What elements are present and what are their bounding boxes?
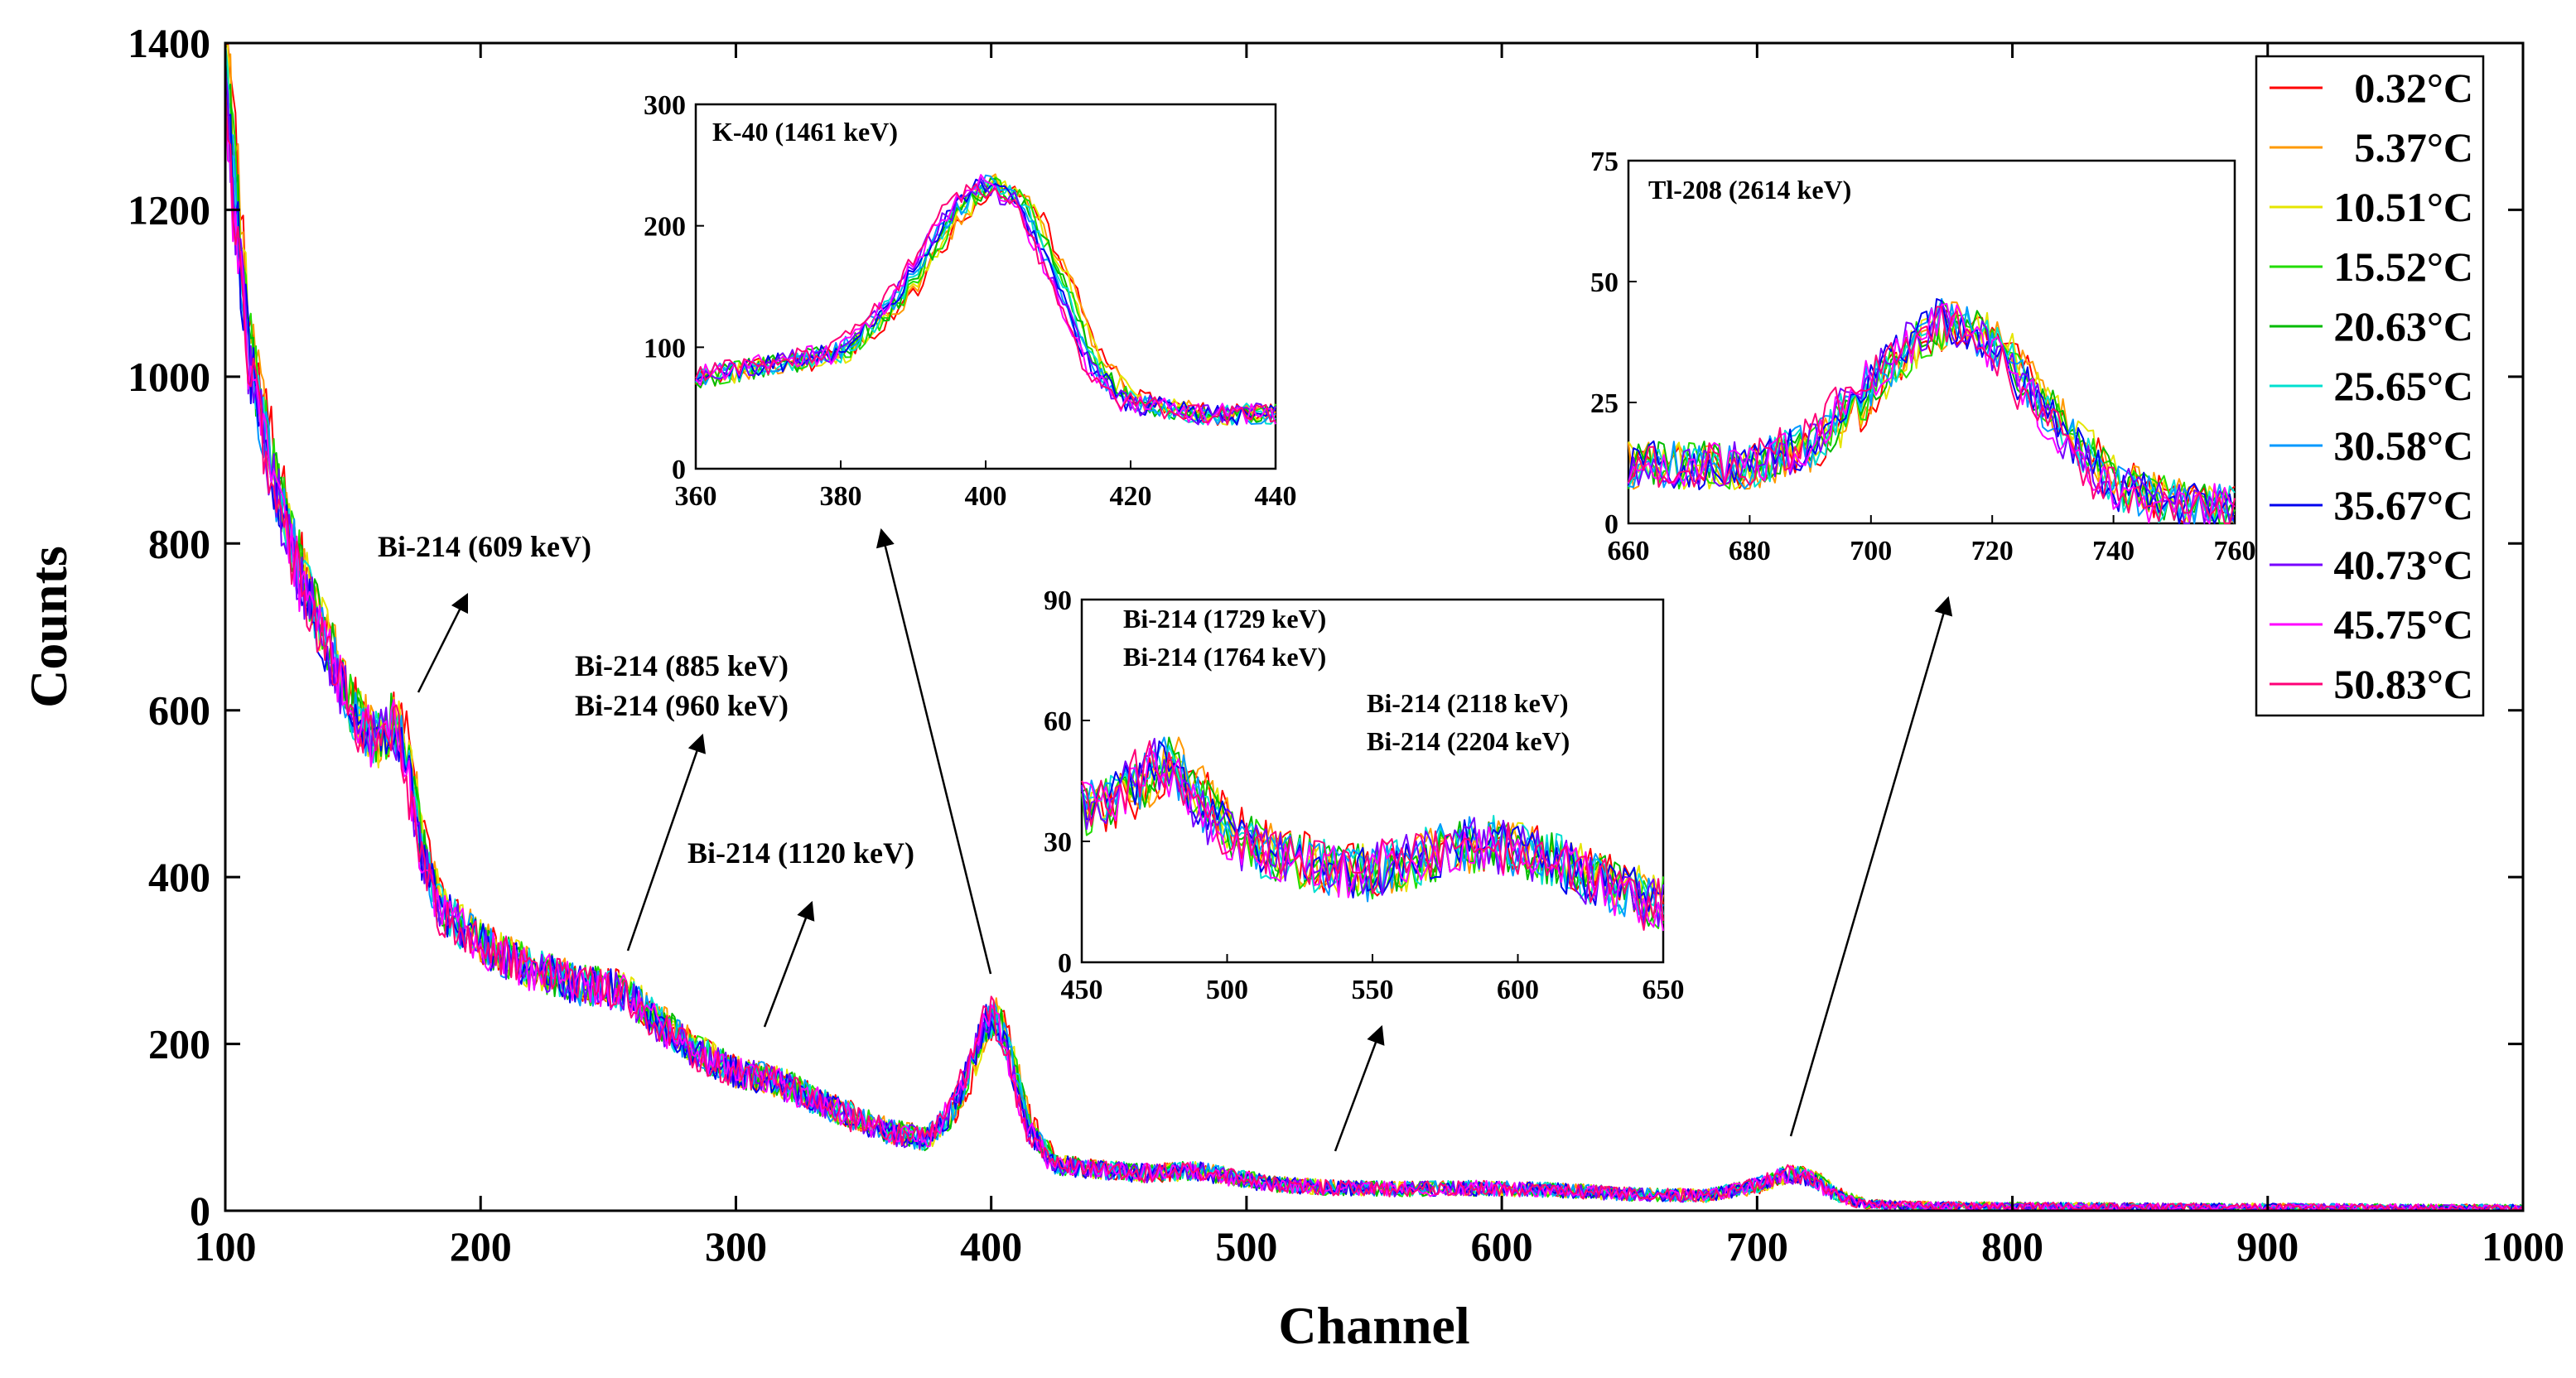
series-line-45.75°C <box>224 77 2524 1212</box>
inset-series-line-45.75°C <box>1628 302 2236 524</box>
inset-x-tick-label: 440 <box>1255 481 1297 512</box>
inset-bi214-arrow <box>1334 1024 1385 1152</box>
inset-bi214-label-2118: Bi-214 (2118 keV) <box>1367 688 1569 718</box>
inset-y-tick-label: 200 <box>644 212 686 243</box>
inset-series-line-50.83°C <box>1081 740 1664 931</box>
inset-bi214-panel: 450 500 550 600 650 0 30 60 90 Bi-214 (1729 keV)… <box>1044 585 1685 1005</box>
y-tick-label: 600 <box>148 687 210 734</box>
inset-k40-arrow <box>876 528 992 975</box>
legend-label: 5.37°C <box>2354 124 2473 171</box>
y-tick-label: 0 <box>190 1188 210 1234</box>
inset-x-tick-label: 650 <box>1643 975 1685 1005</box>
inset-y-tick-label: 30 <box>1044 827 1072 858</box>
y-tick-label: 200 <box>148 1021 210 1067</box>
inset-series-line-40.73°C <box>1081 738 1664 928</box>
y-axis-title: Counts <box>19 546 78 708</box>
legend-label: 0.32°C <box>2354 65 2473 111</box>
annotation-bi214-885: Bi-214 (885 keV) <box>575 649 789 682</box>
inset-x-tick-label: 660 <box>1608 536 1650 566</box>
main-x-axis: 100 200 300 400 500 600 700 800 900 1000 <box>195 43 2564 1270</box>
x-tick-label: 600 <box>1471 1223 1533 1270</box>
annotation-arrow-609 <box>417 592 469 693</box>
legend-label: 20.63°C <box>2333 303 2473 349</box>
x-tick-label: 200 <box>450 1223 512 1270</box>
inset-x-tick-label: 450 <box>1061 975 1103 1005</box>
inset-bi214-label-1764: Bi-214 (1764 keV) <box>1123 642 1326 672</box>
inset-series-line-50.83°C <box>1628 306 2236 524</box>
inset-k40-panel: 360 380 400 420 440 0 100 200 300 K-40 (1461 keV… <box>644 90 1297 512</box>
inset-bi214-label-1729: Bi-214 (1729 keV) <box>1123 604 1326 634</box>
inset-x-tick-label: 380 <box>820 481 862 512</box>
annotation-bi214-1120: Bi-214 (1120 keV) <box>687 836 914 870</box>
x-axis-title: Channel <box>1278 1296 1469 1355</box>
inset-series-line-0.32°C <box>695 173 1276 426</box>
inset-x-tick-label: 400 <box>965 481 1007 512</box>
inset-x-tick-label: 760 <box>2214 536 2256 566</box>
series-line-50.83°C <box>224 86 2524 1212</box>
inset-x-tick-label: 550 <box>1352 975 1394 1005</box>
x-tick-label: 700 <box>1726 1223 1788 1270</box>
inset-y-tick-label: 60 <box>1044 706 1072 737</box>
inset-k40-label: K-40 (1461 keV) <box>712 117 898 147</box>
inset-y-tick-label: 0 <box>1604 509 1618 540</box>
annotation-arrow-885 <box>626 733 707 952</box>
inset-y-tick-label: 100 <box>644 333 686 364</box>
inset-series-line-40.73°C <box>1628 301 2236 524</box>
inset-bi214-label-2204: Bi-214 (2204 keV) <box>1367 726 1570 756</box>
inset-series-line-15.52°C <box>1628 314 2236 524</box>
inset-tl208-label: Tl-208 (2614 keV) <box>1648 175 1851 205</box>
inset-series-line-45.75°C <box>1081 747 1664 932</box>
inset-y-tick-label: 50 <box>1590 267 1618 298</box>
legend-label: 30.58°C <box>2333 422 2473 469</box>
x-tick-label: 900 <box>2236 1223 2299 1270</box>
x-tick-label: 100 <box>195 1223 257 1270</box>
annotation-arrow-1120 <box>763 900 815 1028</box>
y-tick-label: 1000 <box>128 354 210 400</box>
legend: 0.32°C 5.37°C 10.51°C 15.52°C 20.63°C 25.65°C… <box>2255 55 2485 717</box>
legend-label: 25.65°C <box>2333 363 2473 409</box>
y-tick-label: 1200 <box>128 186 210 233</box>
inset-x-tick-label: 720 <box>1971 536 2014 566</box>
inset-series-line-50.83°C <box>695 183 1276 426</box>
inset-y-tick-label: 0 <box>1058 948 1072 979</box>
inset-x-tick-label: 740 <box>2092 536 2135 566</box>
x-tick-label: 500 <box>1215 1223 1277 1270</box>
inset-x-tick-label: 500 <box>1206 975 1248 1005</box>
legend-label: 50.83°C <box>2333 661 2473 707</box>
x-tick-label: 800 <box>1981 1223 2043 1270</box>
y-tick-label: 400 <box>148 854 210 900</box>
inset-x-tick-label: 420 <box>1110 481 1152 512</box>
legend-label: 15.52°C <box>2333 243 2473 290</box>
inset-series-line-45.75°C <box>695 174 1276 426</box>
inset-x-tick-label: 700 <box>1850 536 1892 566</box>
annotation-bi214-960: Bi-214 (960 keV) <box>575 689 789 722</box>
legend-label: 10.51°C <box>2333 184 2473 230</box>
inset-y-tick-label: 75 <box>1590 147 1618 177</box>
legend-label: 35.67°C <box>2333 482 2473 528</box>
inset-x-tick-label: 600 <box>1497 975 1539 1005</box>
inset-x-tick-label: 360 <box>675 481 717 512</box>
inset-y-tick-label: 0 <box>672 455 686 485</box>
inset-y-tick-label: 300 <box>644 90 686 121</box>
inset-x-tick-label: 680 <box>1729 536 1771 566</box>
y-tick-label: 800 <box>148 520 210 566</box>
legend-label: 45.75°C <box>2333 601 2473 648</box>
inset-tl208-arrow <box>1789 595 1953 1137</box>
annotation-bi214-609: Bi-214 (609 keV) <box>378 530 591 563</box>
x-tick-label: 300 <box>705 1223 767 1270</box>
x-tick-label: 1000 <box>2482 1223 2564 1270</box>
main-series-lines <box>224 42 2524 1212</box>
main-plot-frame <box>224 41 2525 1212</box>
x-tick-label: 400 <box>960 1223 1022 1270</box>
y-tick-label: 1400 <box>128 20 210 66</box>
inset-tl208-panel: 660 680 700 720 740 760 0 25 50 75 Tl-208 (2614 k… <box>1590 147 2256 566</box>
inset-y-tick-label: 90 <box>1044 585 1072 616</box>
legend-label: 40.73°C <box>2333 542 2473 588</box>
inset-y-tick-label: 25 <box>1590 388 1618 419</box>
